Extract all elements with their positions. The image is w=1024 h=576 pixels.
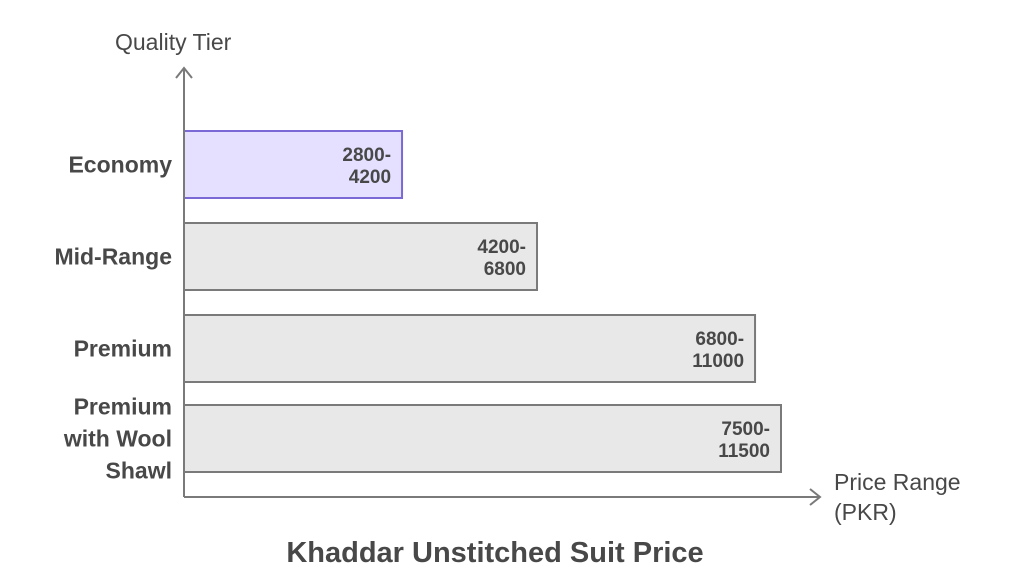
category-label: Economy [68,152,172,178]
data-label: 7500- [721,419,770,440]
chart-title: Khaddar Unstitched Suit Price [286,537,703,569]
x-axis-label: Price Range [834,469,961,495]
y-axis-arrow [175,66,193,79]
data-label: 11500 [718,441,770,462]
category-label: Shawl [106,458,172,484]
category-label: Premium [74,336,172,362]
category-label: with Wool [63,426,172,452]
data-label: 2800- [342,145,391,166]
data-label: 4200 [349,167,391,188]
bar [183,404,782,473]
data-label: 4200- [477,237,526,258]
category-label: Mid-Range [54,244,172,270]
data-label: 6800- [695,329,744,350]
bar [183,314,757,383]
x-axis-label: (PKR) [834,499,897,525]
bar [183,222,539,291]
data-label: 6800 [484,259,526,280]
bar [183,130,404,199]
x-axis-arrow [809,488,822,506]
data-label: 11000 [692,351,744,372]
y-axis-label: Quality Tier [115,29,232,55]
category-label: Premium [74,394,172,420]
